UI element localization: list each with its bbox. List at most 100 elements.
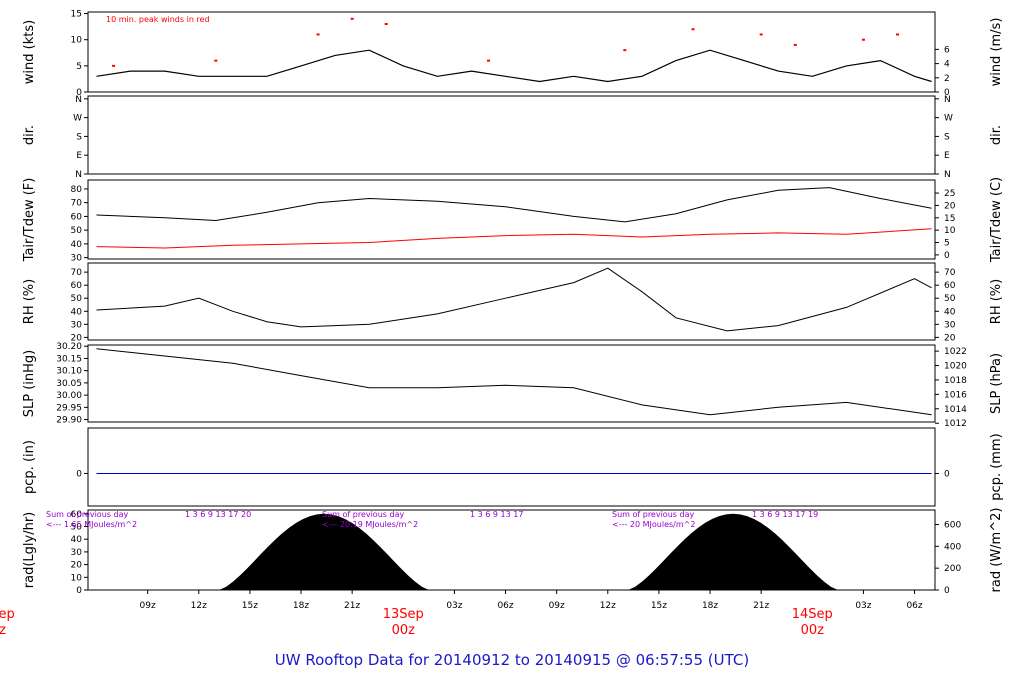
relative-humidity-line (96, 267, 932, 332)
left-tick-label: 80 (71, 185, 83, 195)
left-tick-label: S (76, 132, 82, 142)
right-axis-title: pcp. (mm) (989, 433, 1004, 500)
wind-peak-marker (759, 33, 763, 36)
right-tick-label: N (944, 95, 951, 105)
right-tick-label: E (944, 151, 950, 161)
left-tick-label: 0 (76, 88, 82, 98)
wind-peak-marker (691, 28, 695, 31)
day-date-label: 14Sep (792, 607, 833, 622)
left-tick-label: N (75, 95, 82, 105)
left-tick-label: 15 (71, 10, 82, 20)
hour-tick-label: 21z (753, 601, 769, 611)
wind-peak-marker (384, 23, 388, 26)
panel-wind: 0 5 10 15 0 2 4 6 wind (kts) wind (m/s) 10 min. pe… (22, 10, 1004, 98)
hour-tick-label: 06z (906, 601, 922, 611)
wind-peak-marker (896, 33, 900, 36)
right-tick-label: 10 (944, 226, 956, 236)
right-tick-label: 1022 (944, 347, 967, 357)
panel-rh: 20 30 40 50 60 70 20 30 40 50 60 70 RH (%) RH (%) (22, 262, 1004, 343)
radiation-note-sum: <--- 20 MJoules/m^2 (612, 520, 695, 529)
left-tick-label: 20 (71, 561, 83, 571)
right-tick-label: 2 (944, 74, 950, 84)
panels-group: 0 5 10 15 0 2 4 6 wind (kts) wind (m/s) 10 min. pe… (22, 10, 1004, 596)
hour-tick-label: 18z (293, 601, 309, 611)
right-tick-label: 4 (944, 60, 950, 70)
hour-tick-label: 18z (702, 601, 718, 611)
left-tick-label: 60 (71, 281, 83, 291)
right-axis-title: RH (%) (989, 279, 1004, 324)
panel-frame (87, 11, 936, 93)
right-axis-title: rad (W/m^2) (989, 508, 1004, 593)
left-tick-label: 10 (71, 573, 83, 583)
right-tick-label: 30 (944, 320, 956, 330)
wind-peak-marker (793, 43, 797, 46)
hour-tick-label: 06z (497, 601, 513, 611)
left-tick-label: 20 (71, 333, 83, 343)
hour-tick-label: 12z (191, 601, 207, 611)
right-tick-label: N (944, 170, 951, 180)
left-tick-label: 30 (71, 320, 83, 330)
radiation-hour-labels: 1 3 6 9 13 17 (470, 510, 523, 519)
left-tick-label: 60 (71, 510, 83, 520)
left-tick-label: 70 (71, 268, 83, 278)
hour-tick-label: 15z (651, 601, 667, 611)
left-tick-label: 30 (71, 254, 83, 264)
left-tick-label: W (73, 114, 82, 124)
right-tick-label: 1014 (944, 405, 967, 415)
sea-level-pressure-line (96, 348, 932, 416)
wind-annotation: 10 min. peak winds in red (106, 15, 210, 24)
panel-frame (87, 427, 936, 507)
hour-tick-label: 03z (446, 601, 462, 611)
wind-peak-marker (316, 33, 320, 36)
hour-tick-label: 15z (242, 601, 258, 611)
right-tick-label: 600 (944, 520, 961, 530)
radiation-area (219, 513, 429, 590)
wind-peak-marker (623, 49, 627, 52)
right-tick-label: 50 (944, 294, 956, 304)
left-tick-label: 30 (71, 548, 83, 558)
left-tick-label: 29.95 (56, 403, 82, 413)
left-axis-title: RH (%) (22, 279, 37, 324)
wind-peak-marker (861, 38, 865, 41)
right-tick-label: 25 (944, 189, 955, 199)
right-tick-label: S (944, 132, 950, 142)
panel-pcp: 0 0 pcp. (in) pcp. (mm) (22, 427, 1004, 507)
wind-peak-marker (350, 17, 354, 20)
dewpoint-line (96, 228, 932, 249)
right-tick-label: 1016 (944, 390, 967, 400)
right-tick-label: 15 (944, 214, 955, 224)
panel-slp: 29.90 29.95 30.00 30.05 30.10 30.15 30.20 1012 1… (22, 342, 1004, 429)
day-time-label: 00z (392, 623, 416, 638)
panel-frame (87, 344, 936, 423)
time-axis: 09z 12z 15z 18z 21z 03z 06z 09z 12z 15z 18z 21z 03z 0… (0, 590, 923, 638)
radiation-hour-labels: 1 3 6 9 13 17 20 (185, 510, 251, 519)
left-axis-title: wind (kts) (22, 20, 37, 84)
left-tick-label: E (76, 151, 82, 161)
right-tick-label: 1020 (944, 362, 967, 372)
left-tick-label: 29.90 (56, 416, 82, 426)
radiation-note-sum: <--- 1.65 MJoules/m^2 (46, 520, 137, 529)
right-tick-label: 0 (944, 586, 950, 596)
right-tick-label: 400 (944, 542, 961, 552)
left-tick-label: 50 (71, 294, 83, 304)
right-tick-label: 0 (944, 470, 950, 480)
left-tick-label: 50 (71, 226, 83, 236)
left-tick-label: 10 (71, 36, 83, 46)
right-tick-label: 5 (944, 239, 950, 249)
right-tick-label: 60 (944, 281, 956, 291)
left-tick-label: 60 (71, 212, 83, 222)
hour-tick-label: 09z (140, 601, 156, 611)
radiation-note-title: Sum of previous day (612, 510, 694, 519)
left-tick-label: 30.15 (56, 354, 82, 364)
right-tick-label: 1012 (944, 419, 967, 429)
left-tick-label: 30.10 (56, 367, 82, 377)
right-tick-label: 6 (944, 45, 950, 55)
left-tick-label: N (75, 170, 82, 180)
right-tick-label: 40 (944, 307, 956, 317)
left-tick-label: 40 (71, 307, 83, 317)
hour-tick-label: 03z (855, 601, 871, 611)
radiation-note-sum: <--- 20.19 MJoules/m^2 (322, 520, 418, 529)
